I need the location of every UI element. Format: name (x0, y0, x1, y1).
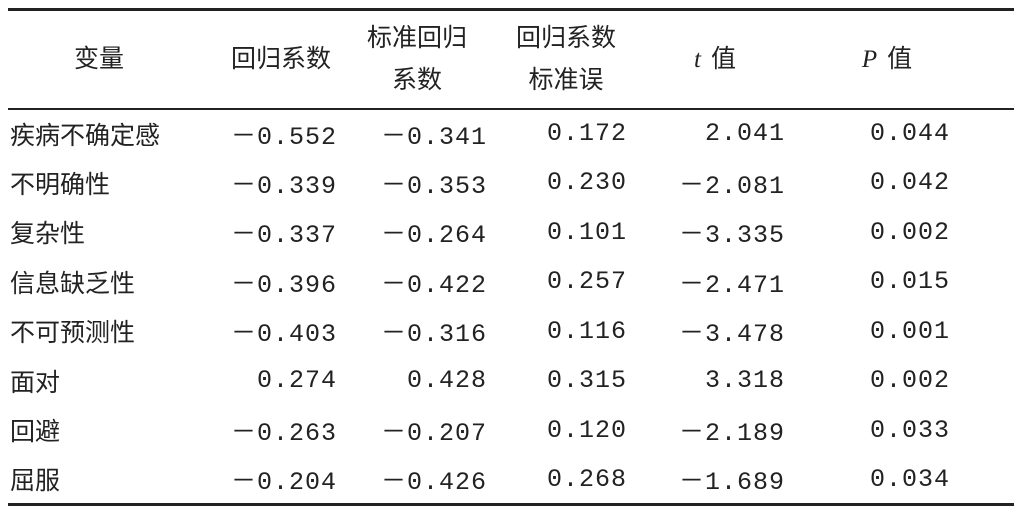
table-row: 回避 －0.263 －0.207 0.120 －2.189 0.033 (8, 406, 1014, 456)
value-cell: 0.315 (546, 366, 627, 396)
value-cell: －2.189 (678, 419, 785, 449)
header-cell: 标准回归 系数 (342, 10, 492, 109)
header-cell: 回归系数 标准误 (492, 10, 640, 109)
table-row: 疾病不确定感 －0.552 －0.341 0.172 2.041 0.044 (8, 109, 1014, 159)
value-cell: －0.204 (230, 468, 337, 497)
value-cell: 0.172 (546, 119, 627, 149)
header-text: 回归系数 (230, 44, 331, 74)
variable-cell: 不明确性 (10, 169, 111, 199)
value-cell: 0.120 (546, 415, 627, 445)
value-cell: 3.318 (704, 366, 785, 396)
variable-cell: 面对 (10, 367, 61, 397)
table-row: 复杂性 －0.337 －0.264 0.101 －3.335 0.002 (8, 208, 1014, 258)
table-row: 面对 0.274 0.428 0.315 3.318 0.002 (8, 356, 1014, 406)
variable-cell: 不可预测性 (10, 318, 136, 348)
header-text: 回归系数 (515, 23, 616, 53)
value-cell: －0.339 (230, 171, 337, 201)
value-cell: 0.428 (406, 366, 487, 396)
table-row: 屈服 －0.204 －0.426 0.268 －1.689 0.034 (8, 455, 1014, 505)
value-cell: －0.396 (230, 270, 337, 300)
table-row: 信息缺乏性 －0.396 －0.422 0.257 －2.471 0.015 (8, 257, 1014, 307)
variable-cell: 复杂性 (10, 219, 86, 249)
value-cell: 0.002 (869, 217, 950, 247)
variable-cell: 疾病不确定感 (10, 120, 161, 150)
value-cell: 0.268 (546, 464, 627, 494)
value-cell: 0.257 (546, 267, 627, 297)
value-cell: －0.263 (230, 419, 337, 449)
value-cell: －2.471 (678, 270, 785, 300)
value-cell: －0.403 (230, 320, 337, 350)
value-cell: 0.001 (869, 316, 950, 346)
header-text: 值 (710, 43, 736, 73)
header-text: t (694, 45, 701, 73)
header-text: 值 (887, 43, 913, 73)
table-row: 不可预测性 －0.403 －0.316 0.116 －3.478 0.001 (8, 307, 1014, 357)
header-cell: 回归系数 (190, 10, 342, 109)
value-cell: 2.041 (704, 119, 785, 149)
value-cell: －3.335 (678, 221, 785, 251)
value-cell: －3.478 (678, 320, 785, 350)
value-cell: 0.034 (869, 464, 950, 494)
value-cell: 0.042 (869, 168, 950, 198)
header-text: 标准误 (528, 65, 604, 95)
table-body: 疾病不确定感 －0.552 －0.341 0.172 2.041 0.044 不明确性 －0.… (8, 109, 1014, 505)
table-row: 不明确性 －0.339 －0.353 0.230 －2.081 0.042 (8, 158, 1014, 208)
value-cell: －0.552 (230, 122, 337, 152)
value-cell: －0.353 (380, 171, 487, 201)
value-cell: －0.341 (380, 122, 487, 152)
variable-cell: 信息缺乏性 (10, 268, 136, 298)
value-cell: 0.116 (546, 316, 627, 346)
value-cell: 0.274 (256, 366, 337, 396)
value-cell: －0.207 (380, 419, 487, 449)
variable-cell: 回避 (10, 417, 61, 447)
value-cell: －0.264 (380, 221, 487, 251)
value-cell: －0.337 (230, 221, 337, 251)
header-text: P (861, 45, 878, 73)
value-cell: 0.044 (869, 119, 950, 149)
value-cell: 0.015 (869, 267, 950, 297)
value-cell: －0.316 (380, 320, 487, 350)
header-text: 标准回归 (366, 23, 467, 53)
header-text: 系数 (391, 65, 442, 95)
value-cell: 0.101 (546, 217, 627, 247)
value-cell: －0.422 (380, 270, 487, 300)
value-cell: 0.033 (869, 415, 950, 445)
value-cell: 0.230 (546, 168, 627, 198)
value-cell: －2.081 (678, 171, 785, 201)
header-text: 变量 (73, 44, 124, 74)
value-cell: 0.002 (869, 366, 950, 396)
variable-cell: 屈服 (10, 466, 61, 495)
value-cell: －0.426 (380, 468, 487, 497)
header-cell: 变量 (8, 10, 190, 109)
value-cell: －1.689 (678, 468, 785, 497)
